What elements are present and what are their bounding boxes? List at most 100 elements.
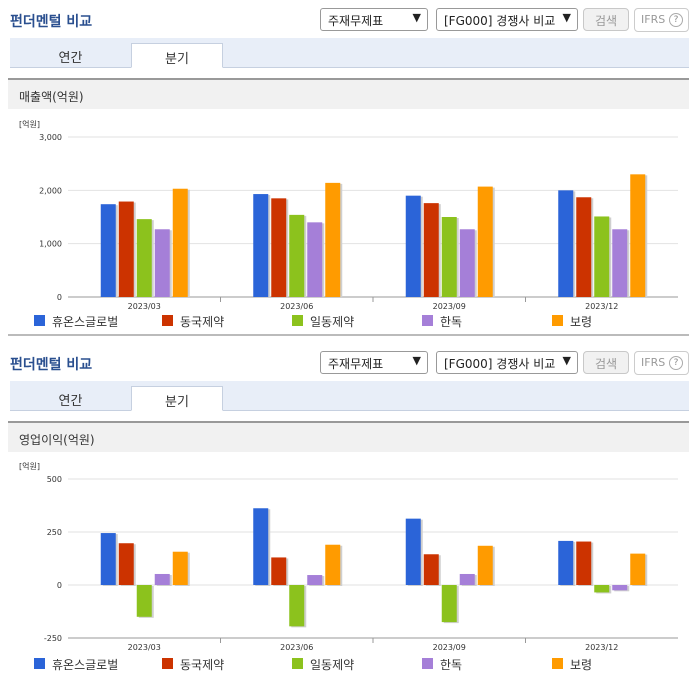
chart-title: 영업이익(억원) xyxy=(8,421,689,452)
x-tick-label: 2023/12 xyxy=(585,302,618,311)
bar xyxy=(558,190,574,297)
bar xyxy=(441,217,457,297)
bar xyxy=(477,545,493,585)
x-tick-label: 2023/12 xyxy=(585,643,618,652)
tab-annual[interactable]: 연간 xyxy=(58,51,83,66)
y-tick-label: 1,000 xyxy=(39,240,62,249)
bar xyxy=(118,543,134,585)
bar xyxy=(423,203,439,297)
legend-label: 보령 xyxy=(570,658,593,672)
bar xyxy=(405,518,421,585)
legend-label: 동국제약 xyxy=(180,315,225,329)
sales-chart: [억원] 0 1,000 2,000 3,000 2023/03 2023/06 2023/0… xyxy=(19,119,678,311)
search-button[interactable]: 검색 xyxy=(583,351,629,374)
search-button[interactable]: 검색 xyxy=(583,8,629,31)
bar xyxy=(172,551,188,585)
x-tick-label: 2023/03 xyxy=(128,302,161,311)
bar xyxy=(136,219,152,297)
bar xyxy=(118,201,134,297)
bar xyxy=(307,575,323,585)
legend-swatch xyxy=(552,658,563,669)
y-tick-label: 3,000 xyxy=(39,133,62,142)
statement-select-value: 주재무제표 xyxy=(328,357,384,371)
bar xyxy=(423,554,439,585)
bar xyxy=(154,229,170,297)
operating-profit-chart: [억원] -250 0 250 500 2023/03 2023/06 2023/09 2023… xyxy=(19,461,678,652)
legend-swatch xyxy=(34,658,45,669)
bar xyxy=(307,222,323,297)
bar xyxy=(289,214,305,297)
legend-swatch xyxy=(162,658,173,669)
bar xyxy=(136,585,152,617)
compare-select-value: [FG000] 경쟁사 비교 xyxy=(444,357,556,371)
y-tick-label: 0 xyxy=(57,581,62,590)
y-tick-label: 500 xyxy=(47,475,62,484)
y-tick-label: 250 xyxy=(47,528,62,537)
ifrs-button[interactable]: IFRS ? xyxy=(634,351,689,375)
legend-label: 한독 xyxy=(440,315,463,329)
chevron-down-icon: ▼ xyxy=(412,354,421,367)
bar xyxy=(405,195,421,297)
ifrs-button[interactable]: IFRS ? xyxy=(634,8,689,32)
bar xyxy=(289,585,305,627)
tab-annual[interactable]: 연간 xyxy=(58,394,83,409)
fundamental-panel-sales: 펀더멘털 비교 주재무제표 ▼ [FG000] 경쟁사 비교 ▼ 검색 IFRS… xyxy=(0,0,696,340)
bar xyxy=(576,197,592,297)
x-tick-label: 2023/06 xyxy=(280,643,313,652)
x-tick-label: 2023/09 xyxy=(433,643,466,652)
legend-label: 휴온스글로벌 xyxy=(52,658,119,672)
y-unit-label: [억원] xyxy=(19,119,40,129)
legend-label: 휴온스글로벌 xyxy=(52,315,119,329)
help-icon[interactable]: ? xyxy=(669,13,683,27)
compare-select[interactable]: [FG000] 경쟁사 비교 ▼ xyxy=(436,8,578,31)
chart-legend: 휴온스글로벌 동국제약 일동제약 한독 보령 xyxy=(34,656,674,672)
legend-label: 일동제약 xyxy=(310,658,355,672)
legend-label: 한독 xyxy=(440,658,463,672)
bar xyxy=(630,553,646,585)
legend-label: 보령 xyxy=(570,315,593,329)
chart-title: 매출액(억원) xyxy=(8,78,689,109)
legend-swatch xyxy=(292,315,303,326)
bar xyxy=(154,573,170,585)
bar xyxy=(441,585,457,623)
legend-label: 동국제약 xyxy=(180,658,225,672)
period-tabs: 연간 분기 xyxy=(10,38,689,68)
legend-swatch xyxy=(422,658,433,669)
chevron-down-icon: ▼ xyxy=(562,11,571,24)
x-tick-label: 2023/09 xyxy=(433,302,466,311)
x-tick-label: 2023/03 xyxy=(128,643,161,652)
compare-select[interactable]: [FG000] 경쟁사 비교 ▼ xyxy=(436,351,578,374)
bar xyxy=(271,557,287,585)
chevron-down-icon: ▼ xyxy=(412,11,421,24)
bar xyxy=(459,573,475,585)
bar xyxy=(477,186,493,297)
legend-swatch xyxy=(422,315,433,326)
legend-swatch xyxy=(292,658,303,669)
statement-select[interactable]: 주재무제표 ▼ xyxy=(320,8,428,31)
panel-title: 펀더멘털 비교 xyxy=(10,14,93,30)
statement-select-value: 주재무제표 xyxy=(328,14,384,28)
fundamental-panel-operating-profit: 펀더멘털 비교 주재무제표 ▼ [FG000] 경쟁사 비교 ▼ 검색 IFRS… xyxy=(0,343,696,684)
bar xyxy=(630,174,646,297)
legend-swatch xyxy=(34,315,45,326)
panel-title: 펀더멘털 비교 xyxy=(10,357,93,373)
tab-quarterly[interactable]: 분기 xyxy=(131,43,223,68)
x-tick-label: 2023/06 xyxy=(280,302,313,311)
divider xyxy=(8,334,689,336)
help-icon[interactable]: ? xyxy=(669,356,683,370)
bar xyxy=(271,198,287,297)
ifrs-label: IFRS xyxy=(641,356,666,369)
bar xyxy=(100,204,116,297)
bar xyxy=(594,585,610,593)
tab-quarterly[interactable]: 분기 xyxy=(131,386,223,411)
chart-legend: 휴온스글로벌 동국제약 일동제약 한독 보령 xyxy=(34,313,674,329)
panel-header: 펀더멘털 비교 주재무제표 ▼ [FG000] 경쟁사 비교 ▼ 검색 IFRS… xyxy=(0,343,696,377)
bar xyxy=(172,188,188,297)
panel-header: 펀더멘털 비교 주재무제표 ▼ [FG000] 경쟁사 비교 ▼ 검색 IFRS… xyxy=(0,0,696,34)
statement-select[interactable]: 주재무제표 ▼ xyxy=(320,351,428,374)
y-tick-label: 0 xyxy=(57,293,62,302)
legend-label: 일동제약 xyxy=(310,315,355,329)
bar xyxy=(612,229,628,297)
bar xyxy=(325,182,341,297)
y-tick-label: 2,000 xyxy=(39,186,62,195)
